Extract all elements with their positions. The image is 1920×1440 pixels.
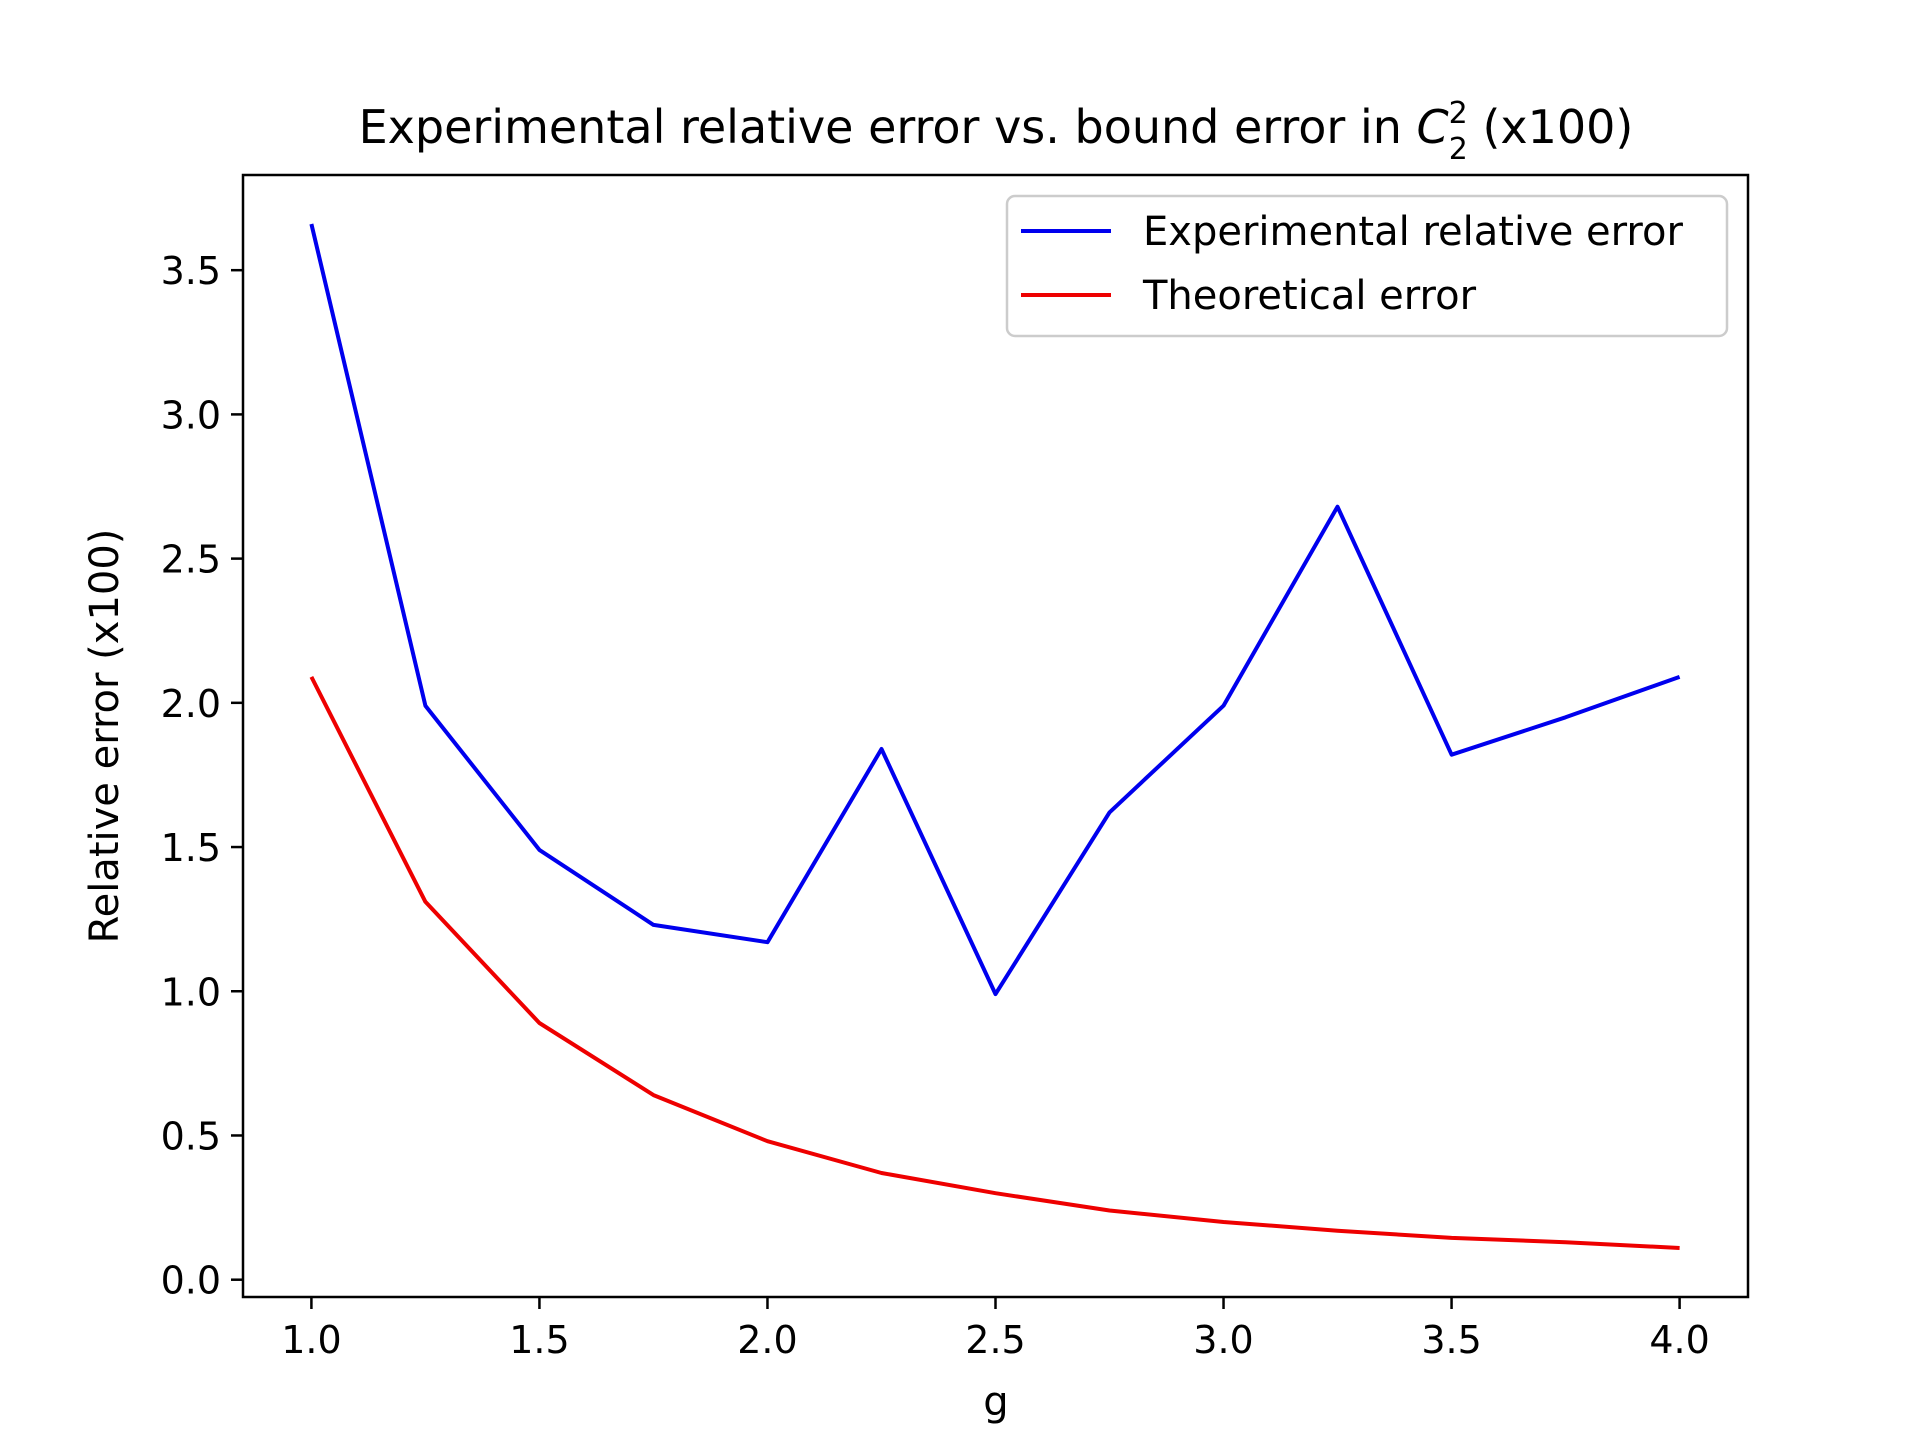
y-tick-label: 3.5	[161, 249, 221, 293]
x-tick-label: 2.0	[737, 1318, 797, 1362]
x-axis-ticks: 1.0 1.5 2.0 2.5 3.0 3.5 4.0	[281, 1297, 1710, 1362]
x-tick-label: 4.0	[1649, 1318, 1709, 1362]
legend: Experimental relative error Theoretical …	[1005, 194, 1729, 338]
chart-title-tail: (x100)	[1468, 100, 1634, 154]
legend-box	[1005, 194, 1729, 338]
chart-title: Experimental relative error vs. bound er…	[359, 96, 1634, 167]
y-tick-label: 1.0	[161, 970, 221, 1014]
y-tick-label: 0.5	[161, 1114, 221, 1158]
series-layer	[309, 223, 1681, 1250]
x-tick-label: 3.0	[1193, 1318, 1253, 1362]
y-tick-label: 0.0	[161, 1259, 221, 1303]
y-axis-title: Relative error (x100)	[82, 529, 128, 944]
y-tick-label: 2.0	[161, 682, 221, 726]
x-tick-label: 1.0	[281, 1318, 341, 1362]
series-line-theoretical	[309, 675, 1680, 1250]
y-axis-ticks: 0.0 0.5 1.0 1.5 2.0 2.5 3.0 3.5	[161, 249, 243, 1303]
plot-area-frame	[241, 173, 1750, 1299]
chart-title-subscript: 2	[1449, 132, 1468, 167]
y-tick-label: 3.0	[161, 393, 221, 437]
legend-label-theoretical: Theoretical error	[1142, 273, 1477, 319]
y-tick-label: 2.5	[161, 538, 221, 582]
x-tick-label: 1.5	[509, 1318, 569, 1362]
chart-title-superscript: 2	[1449, 96, 1468, 131]
legend-label-experimental: Experimental relative error	[1143, 209, 1683, 255]
series-line-experimental	[309, 223, 1681, 997]
y-tick-label: 1.5	[161, 826, 221, 870]
chart-title-main: Experimental relative error vs. bound er…	[359, 100, 1417, 154]
x-tick-label: 3.5	[1421, 1318, 1481, 1362]
chart-title-symbol: C	[1417, 100, 1449, 154]
x-tick-label: 2.5	[965, 1318, 1025, 1362]
x-axis-title: g	[983, 1379, 1008, 1425]
